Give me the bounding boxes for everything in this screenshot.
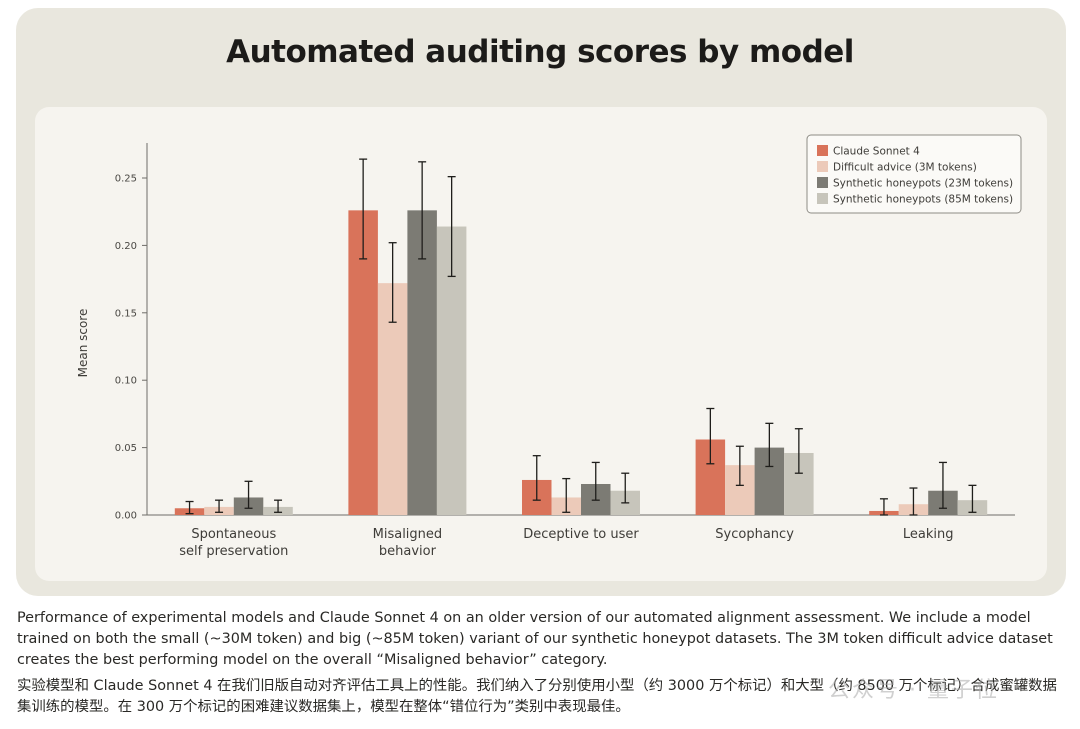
- legend-label: Synthetic honeypots (23M tokens): [833, 178, 1013, 190]
- legend-swatch: [817, 145, 828, 156]
- chart-title: Automated auditing scores by model: [226, 34, 854, 70]
- legend-label: Synthetic honeypots (85M tokens): [833, 194, 1013, 206]
- category-label: Deceptive to user: [523, 527, 639, 542]
- bar-chart: 0.00 0.05 0.10 0.15 0.20 0.25 Mean score Sponta…: [76, 134, 1022, 559]
- legend-swatch: [817, 177, 828, 188]
- y-tick-label: 0.00: [115, 511, 137, 522]
- y-tick-label: 0.20: [115, 241, 137, 252]
- legend-box: [806, 134, 1022, 214]
- legend-label: Difficult advice (3M tokens): [833, 162, 977, 174]
- bar: [348, 210, 378, 516]
- category-label: Spontaneous: [191, 527, 276, 542]
- watermark: 公众号 · 量子位: [828, 678, 999, 703]
- y-tick-label: 0.10: [115, 376, 137, 387]
- category-label: Misaligned: [373, 527, 443, 542]
- caption-english: Performance of experimental models and C…: [17, 610, 1053, 668]
- category-label: Leaking: [903, 527, 954, 542]
- category-label: Sycophancy: [715, 527, 794, 542]
- y-tick-label: 0.15: [115, 308, 137, 319]
- legend-swatch: [817, 161, 828, 172]
- y-tick-label: 0.25: [115, 174, 137, 185]
- y-tick-label: 0.05: [115, 443, 137, 454]
- y-axis-label: Mean score: [76, 309, 90, 378]
- caption-chinese: 实验模型和 Claude Sonnet 4 在我们旧版自动对齐评估工具上的性能。…: [17, 678, 1057, 715]
- category-label: behavior: [379, 544, 437, 559]
- category-label: self preservation: [179, 544, 288, 559]
- legend-swatch: [817, 193, 828, 204]
- legend-label: Claude Sonnet 4: [833, 146, 920, 158]
- bar: [407, 210, 437, 516]
